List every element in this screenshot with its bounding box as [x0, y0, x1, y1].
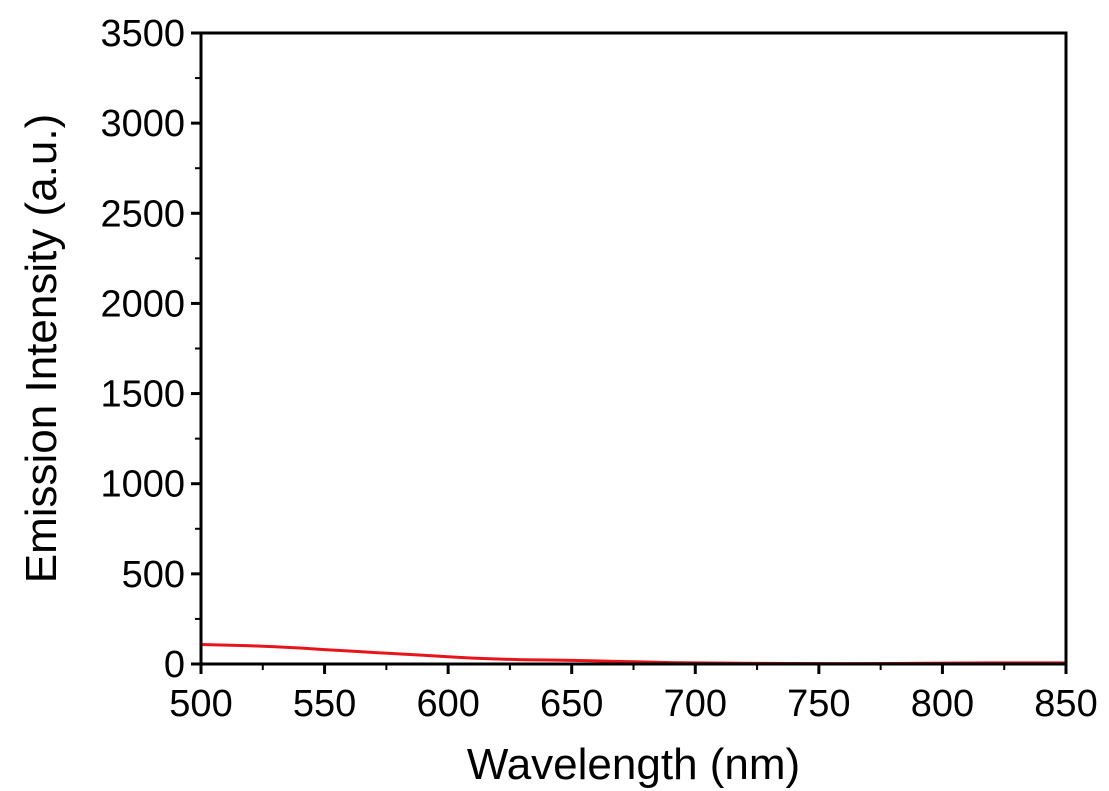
- y-tick-label: 1000: [100, 464, 185, 506]
- y-tick-label: 1500: [100, 374, 185, 416]
- y-tick-label: 0: [164, 644, 185, 686]
- series-layer: [200, 643, 1066, 666]
- x-tick-label: 700: [664, 683, 727, 725]
- labels-layer: 500 550 600 650 700 750 800 8500500100015002000…: [100, 13, 1097, 725]
- y-tick-label: 2500: [100, 193, 185, 235]
- plot-frame: [199, 31, 1068, 666]
- emission-series-line: [200, 643, 1066, 666]
- x-tick-label: 850: [1034, 683, 1097, 725]
- y-axis-title: Emission Intensity (a.u.): [17, 114, 66, 584]
- x-tick-label: 650: [540, 683, 603, 725]
- y-tick-label: 500: [122, 554, 185, 596]
- y-tick-label: 2000: [100, 283, 185, 325]
- x-axis-title: Wavelength (nm): [467, 740, 800, 789]
- y-tick-label: 3500: [100, 13, 185, 55]
- x-tick-label: 500: [169, 683, 232, 725]
- x-tick-label: 550: [293, 683, 356, 725]
- ticks-layer: [191, 31, 1068, 674]
- x-tick-label: 600: [416, 683, 479, 725]
- y-tick-label: 3000: [100, 103, 185, 145]
- x-tick-label: 800: [911, 683, 974, 725]
- x-tick-label: 750: [787, 683, 850, 725]
